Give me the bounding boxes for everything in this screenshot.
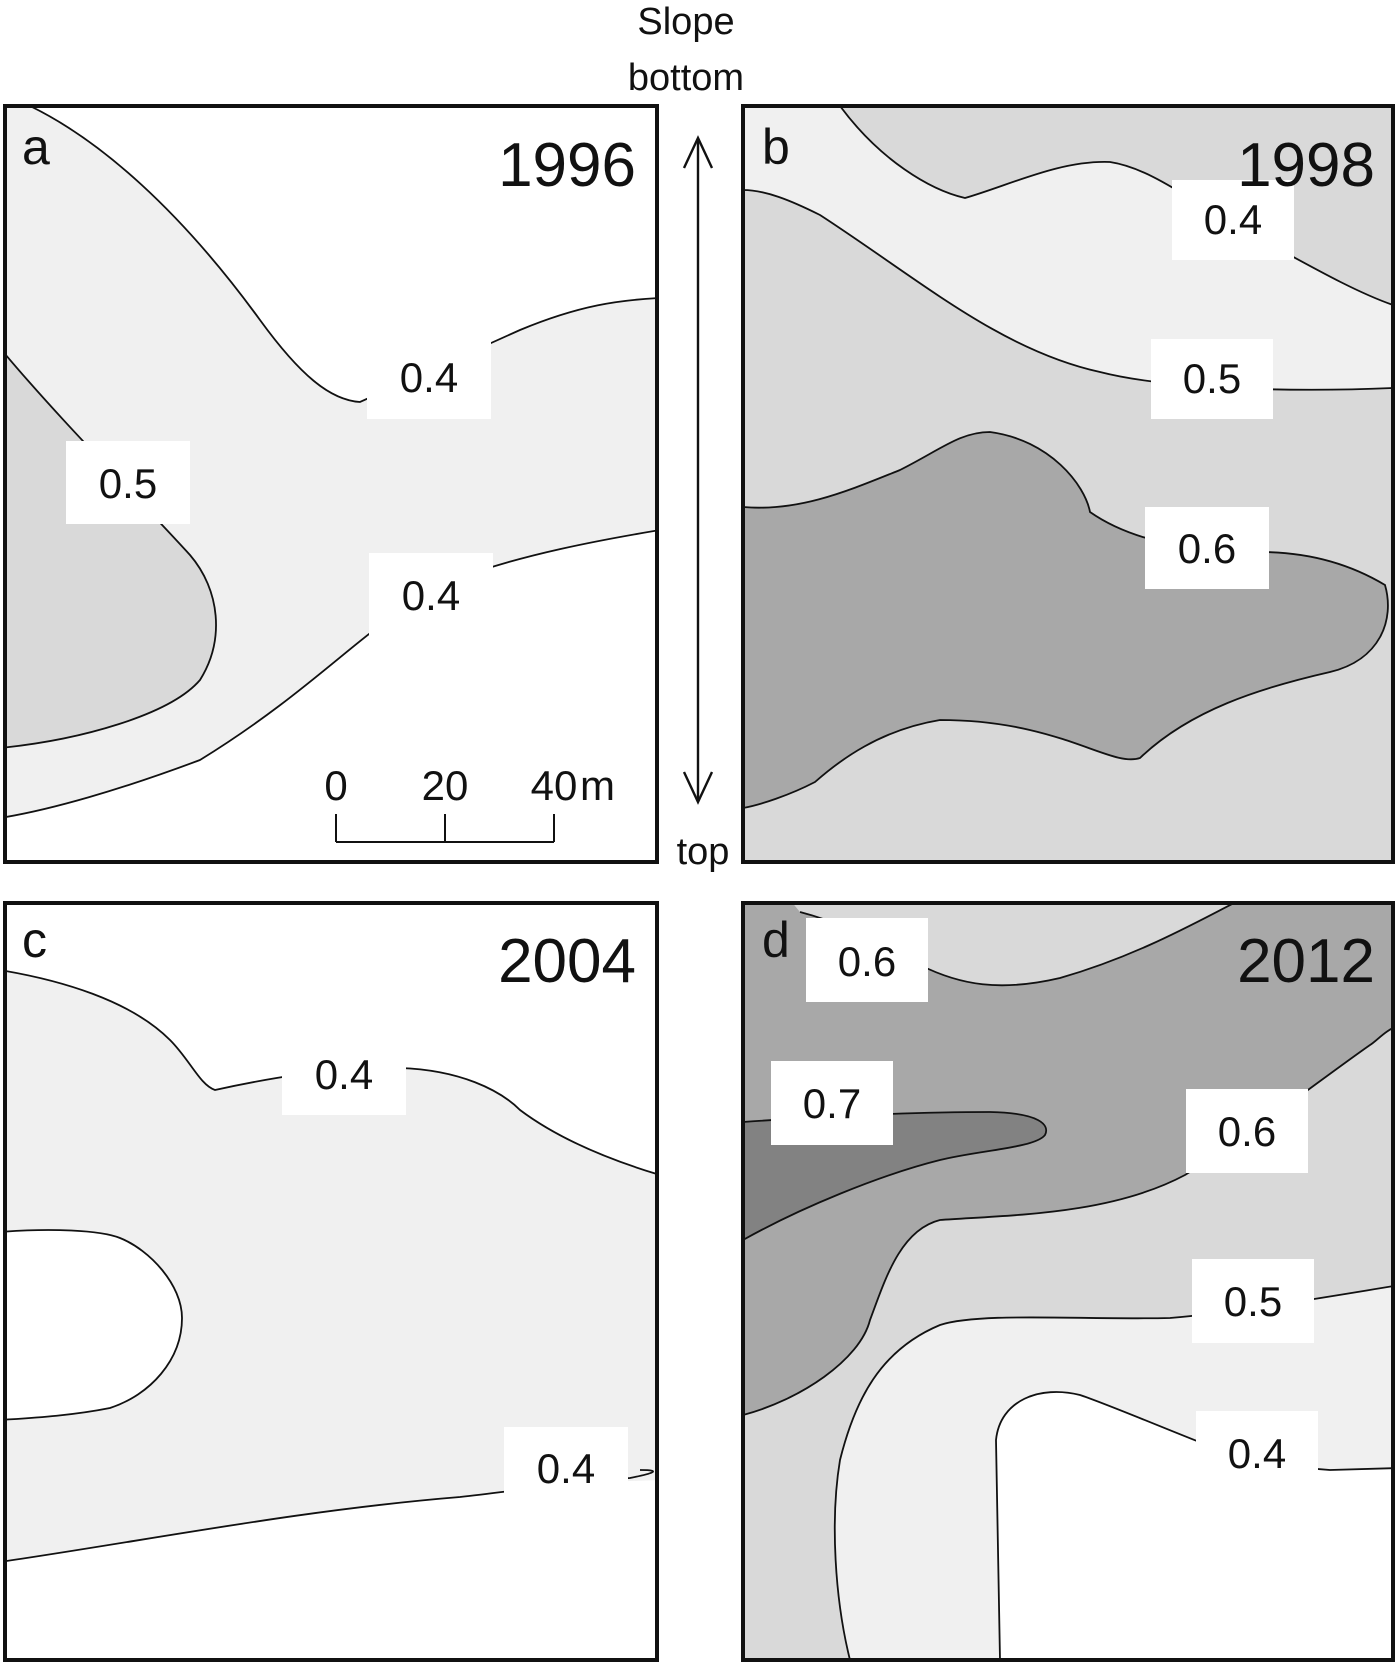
slope-arrow-head-down xyxy=(682,771,714,805)
panel-c: 0.4 0.4 c 2004 xyxy=(3,901,659,1662)
panel-d-contour-label-0.4: 0.4 xyxy=(1228,1430,1286,1477)
panel-b-contour-label-0.6: 0.6 xyxy=(1178,525,1236,572)
panel-a-zone-0.5 xyxy=(5,353,216,748)
panel-d-contour-label-0.6-upper: 0.6 xyxy=(838,938,896,985)
panel-b-contour-label-0.4: 0.4 xyxy=(1204,196,1262,243)
slope-label-bottom: top xyxy=(677,831,730,873)
slope-label-line1: Slope xyxy=(637,1,734,43)
panel-a-letter: a xyxy=(22,119,50,175)
scale-bar-tick-20: 20 xyxy=(422,762,469,809)
panel-c-contour-label-upper: 0.4 xyxy=(315,1051,373,1098)
panel-d-letter: d xyxy=(762,912,790,968)
scale-bar: 0 20 40 m xyxy=(324,762,615,843)
panel-c-frame xyxy=(3,901,659,1662)
panel-b-zone-0.6 xyxy=(743,432,1388,808)
panel-b-contour-0.6 xyxy=(743,431,1389,809)
panel-d-zone-lt-0.4 xyxy=(996,1392,1393,1660)
panel-d-contour-label-0.6-lower: 0.6 xyxy=(1218,1108,1276,1155)
panel-d: 0.6 0.7 0.6 0.5 0.4 d 2012 xyxy=(741,901,1395,1662)
scale-bar-tick-0: 0 xyxy=(324,762,347,809)
panel-b-year: 1998 xyxy=(1237,131,1375,200)
panel-d-contour-label-0.5: 0.5 xyxy=(1224,1278,1282,1325)
slope-orientation: Slope bottom top xyxy=(628,1,744,873)
scale-bar-tick-40: 40 xyxy=(531,762,578,809)
panel-b-zone-0.4 xyxy=(743,106,1393,390)
scale-bar-unit: m xyxy=(580,762,615,809)
panel-d-contour-label-0.7: 0.7 xyxy=(803,1080,861,1127)
panel-b-frame xyxy=(741,104,1395,864)
panel-a-contour-0.4-lower xyxy=(5,529,657,819)
panel-c-zone-lt-0.4 xyxy=(5,1230,182,1420)
panel-a-frame xyxy=(3,104,659,864)
panel-d-frame xyxy=(741,901,1395,1662)
panel-a-contour-label-upper: 0.4 xyxy=(400,354,458,401)
slope-arrow-head-up xyxy=(682,135,714,169)
panel-a-contour-label-lower: 0.4 xyxy=(402,572,460,619)
panel-b: 0.4 0.5 0.6 b 1998 xyxy=(741,104,1395,864)
panel-d-year: 2012 xyxy=(1237,927,1375,996)
panel-a-contour-label-middle: 0.5 xyxy=(99,460,157,507)
panel-d-zone-0.6 xyxy=(743,903,1393,1415)
panel-c-zone-0.4 xyxy=(5,970,657,1562)
panel-b-letter: b xyxy=(762,119,790,175)
panel-a-year: 1996 xyxy=(498,131,636,200)
panel-c-year: 2004 xyxy=(498,927,636,996)
panel-c-contour-0.4-lower xyxy=(5,1469,654,1563)
panel-c-letter: c xyxy=(22,912,47,968)
panel-a: 0.4 0.5 0.4 a 1996 0 20 40 m xyxy=(3,104,659,864)
slope-label-line2: bottom xyxy=(628,57,744,99)
panel-b-contour-0.4 xyxy=(839,106,1393,306)
panel-a-contour-0.4-upper xyxy=(29,106,657,403)
panel-c-contour-0.4-inner xyxy=(5,1229,183,1421)
panel-b-contour-label-0.5: 0.5 xyxy=(1183,355,1241,402)
panel-d-contour-0.6-lower xyxy=(743,1026,1393,1416)
panel-c-contour-label-lower: 0.4 xyxy=(537,1445,595,1492)
